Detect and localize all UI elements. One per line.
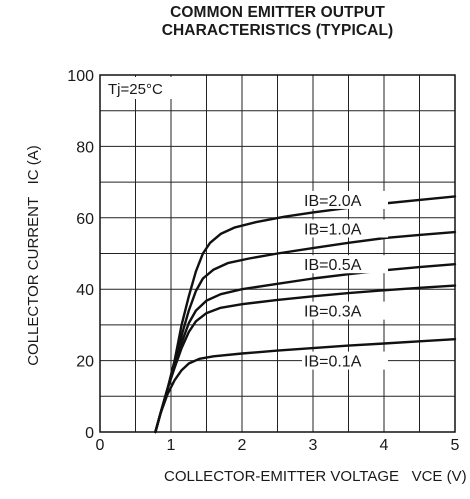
y-tick-label: 20: [76, 354, 94, 371]
y-tick-label: 40: [76, 282, 94, 299]
series-label-background: [302, 351, 388, 370]
series-label-background: [302, 219, 388, 238]
x-tick-label: 1: [167, 437, 176, 454]
y-axis-title: COLLECTOR CURRENT: [24, 196, 42, 366]
y-tick-label: 100: [67, 68, 94, 85]
series-line: [154, 338, 457, 434]
series-label: IB=0.5A: [304, 257, 362, 274]
y-tick-label: 60: [76, 211, 94, 228]
series-label: IB=1.0A: [304, 222, 362, 239]
series-label: IB=2.0A: [304, 193, 362, 210]
series-label-background: [302, 255, 388, 274]
chart-title-line-2: CHARACTERISTICS (TYPICAL): [161, 22, 394, 39]
plot-frame: [99, 74, 456, 433]
series-label: IB=0.1A: [304, 354, 362, 371]
annotation-text: Tj=25°C: [108, 81, 163, 98]
series-line: [154, 284, 457, 434]
annotation-background: [102, 77, 188, 99]
x-axis-label: COLLECTOR-EMITTER VOLTAGE VCE (V): [164, 468, 467, 485]
x-tick-label: 5: [451, 437, 460, 454]
y-axis-symbol: IC (A): [24, 145, 42, 185]
x-axis-title: COLLECTOR-EMITTER VOLTAGE: [164, 468, 400, 485]
x-tick-label: 4: [380, 437, 389, 454]
x-tick-label: 2: [238, 437, 247, 454]
x-axis-symbol: VCE (V): [411, 468, 467, 485]
chart-title-line-1: COMMON EMITTER OUTPUT: [170, 4, 385, 21]
y-tick-label: 80: [76, 139, 94, 156]
y-tick-label: 0: [85, 425, 94, 442]
x-tick-label: 3: [309, 437, 318, 454]
series-label: IB=0.3A: [304, 304, 362, 321]
series-label-background: [302, 301, 388, 320]
x-tick-label: 0: [96, 437, 105, 454]
y-axis-label: COLLECTOR CURRENT IC (A): [24, 145, 41, 366]
series-label-background: [302, 190, 388, 209]
